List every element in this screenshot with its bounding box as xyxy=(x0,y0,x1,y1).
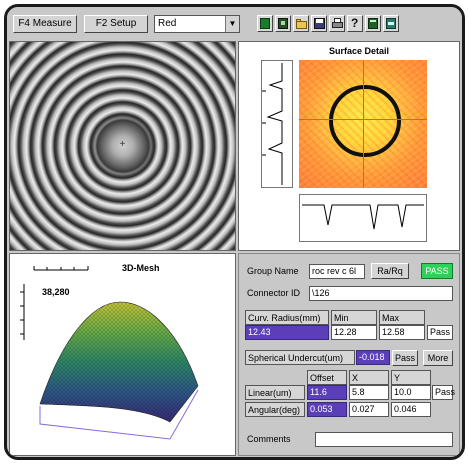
x-header: X xyxy=(349,370,389,385)
vertical-cursor-line[interactable] xyxy=(363,60,364,188)
spherical-undercut-result: Pass xyxy=(392,350,418,366)
fringe-center xyxy=(93,117,152,175)
overall-status-badge: PASS xyxy=(421,263,453,279)
measure-button[interactable]: F4 Measure xyxy=(13,15,77,33)
surface-detail-view: Surface Detail xyxy=(238,41,460,251)
crosshair-icon: + xyxy=(119,139,126,150)
save-icon[interactable] xyxy=(311,15,327,32)
print-icon[interactable] xyxy=(329,15,345,32)
measurement-data-panel: Group Name roc rev c 6l Ra/Rq PASS Conne… xyxy=(238,253,460,456)
linear-x-value: 5.8 xyxy=(349,385,389,400)
linear-result: Pass xyxy=(432,385,455,400)
view-green-icon[interactable] xyxy=(257,15,273,32)
connector-id-field[interactable]: \126 xyxy=(309,286,453,301)
interferogram-view: + xyxy=(9,41,236,251)
open-folder-icon[interactable] xyxy=(293,15,309,32)
linear-label: Linear(um) xyxy=(245,385,305,400)
surface-detail-title: Surface Detail xyxy=(329,46,390,56)
angular-x-value: 0.027 xyxy=(349,402,389,417)
mesh-title: 3D-Mesh xyxy=(122,263,160,273)
y-header: Y xyxy=(391,370,431,385)
spherical-undercut-value: -0.018 xyxy=(356,350,390,365)
vertical-profile-plot xyxy=(261,60,293,188)
curv-radius-max-value: 12.58 xyxy=(379,325,425,340)
horizontal-profile-plot xyxy=(299,194,427,242)
group-name-label: Group Name xyxy=(247,266,299,276)
vertical-profile-trace xyxy=(262,63,283,185)
ra-rq-button[interactable]: Ra/Rq xyxy=(371,263,409,279)
3d-mesh-view: 3D-Mesh 38,280 xyxy=(9,253,236,456)
angular-offset-value: 0.053 xyxy=(307,402,347,417)
curv-radius-max-header: Max xyxy=(379,310,425,325)
offset-header: Offset xyxy=(307,370,347,385)
view-alt-icon[interactable] xyxy=(365,15,381,32)
angular-label: Angular(deg) xyxy=(245,402,305,417)
mesh-height-value: 38,280 xyxy=(42,287,70,297)
color-select[interactable]: Red ▼ xyxy=(154,15,240,33)
spherical-undercut-label: Spherical Undercut(um) xyxy=(245,350,355,365)
group-name-field[interactable]: roc rev c 6l xyxy=(309,264,365,279)
mesh-surface-plot xyxy=(39,301,199,440)
setup-button[interactable]: F2 Setup xyxy=(84,15,148,33)
connector-id-label: Connector ID xyxy=(247,288,301,298)
app-window: F4 Measure F2 Setup Red ▼ ? xyxy=(4,4,465,460)
curv-radius-value: 12.43 xyxy=(245,325,329,340)
comments-label: Comments xyxy=(247,434,291,444)
fiber-core-ring xyxy=(329,85,401,157)
horizontal-profile-trace xyxy=(302,204,424,230)
curv-radius-min-value: 12.28 xyxy=(331,325,377,340)
curv-radius-min-header: Min xyxy=(331,310,377,325)
view-teal-icon[interactable] xyxy=(383,15,399,32)
linear-offset-value: 11.6 xyxy=(307,385,347,400)
mesh-z-axis xyxy=(20,284,25,340)
mesh-scale-ruler xyxy=(33,266,89,271)
surface-heatmap xyxy=(299,60,427,188)
angular-y-value: 0.046 xyxy=(391,402,431,417)
more-button[interactable]: More xyxy=(423,350,453,366)
help-icon[interactable]: ? xyxy=(347,15,363,32)
color-select-value: Red xyxy=(158,18,177,29)
curv-radius-result: Pass xyxy=(427,325,453,340)
linear-y-value: 10.0 xyxy=(391,385,431,400)
chevron-down-icon[interactable]: ▼ xyxy=(225,16,239,32)
comments-field[interactable] xyxy=(315,432,453,447)
curv-radius-label: Curv. Radius(mm) xyxy=(245,310,329,325)
toolbar: F4 Measure F2 Setup Red ▼ ? xyxy=(7,7,462,37)
view-dark-icon[interactable] xyxy=(275,15,291,32)
